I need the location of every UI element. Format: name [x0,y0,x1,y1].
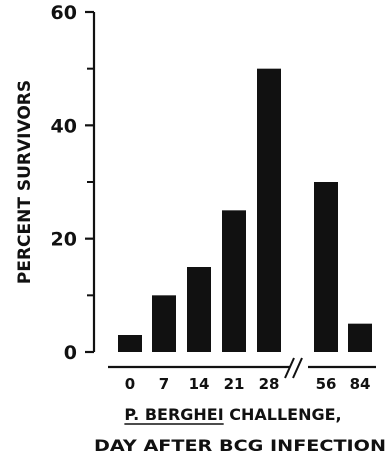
bar [257,68,281,353]
bar [314,182,338,352]
y-tick-label: 60 [51,2,77,24]
x-tick-label: 56 [316,375,337,393]
y-axis-title: PERCENT SURVIVORS [15,80,35,284]
x-tick-labels: 0 7 14 21 28 56 84 [125,375,371,393]
x-axis-title-line1: P. BERGHEI CHALLENGE, [124,405,341,424]
bar [348,323,372,352]
bar [152,295,176,352]
x-axis-title-rest: CHALLENGE, [224,405,342,424]
x-tick-label: 0 [125,375,135,393]
y-tick-label: 0 [64,342,77,364]
y-tick-label: 40 [51,115,77,137]
bar [222,210,246,352]
x-tick-label: 21 [224,375,245,393]
x-tick-label: 84 [350,375,371,393]
x-tick-label: 14 [189,375,210,393]
y-axis [85,10,96,354]
axis-break-mark [292,357,303,379]
bar [118,335,142,352]
x-tick-label: 28 [259,375,280,393]
x-axis-title-organism: P. BERGHEI [124,405,223,424]
y-tick-labels: 0 20 40 60 [51,2,77,364]
x-axis-title-line2: DAY AFTER BCG INFECTION [94,436,386,455]
axis-break-mark [284,357,295,379]
x-axis [108,357,376,379]
bar [187,267,211,352]
bars [118,68,372,353]
x-tick-label: 7 [159,375,169,393]
y-tick-label: 20 [51,229,77,251]
